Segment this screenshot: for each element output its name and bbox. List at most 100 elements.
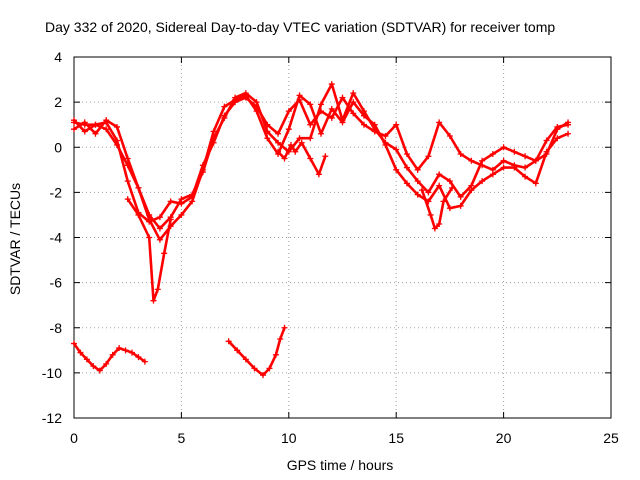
data-point xyxy=(113,123,120,130)
data-point xyxy=(232,96,239,103)
data-point xyxy=(307,155,314,162)
data-point xyxy=(328,81,335,88)
data-point xyxy=(225,338,232,345)
data-point xyxy=(253,99,260,106)
x-tick-label: 25 xyxy=(603,430,619,446)
series-dip-10.5h xyxy=(275,139,329,178)
data-point xyxy=(296,92,303,99)
data-point xyxy=(242,92,249,99)
data-point xyxy=(511,148,518,155)
x-tick-labels: 0 5 10 15 20 25 xyxy=(70,430,619,446)
data-point xyxy=(457,193,464,200)
series-low-arc-0h xyxy=(71,340,148,374)
data-point xyxy=(287,141,294,148)
data-point xyxy=(124,196,131,203)
data-point xyxy=(457,151,464,158)
data-point xyxy=(350,110,357,117)
series-line xyxy=(72,96,570,223)
data-point xyxy=(156,214,163,221)
data-point xyxy=(161,250,168,257)
data-point xyxy=(318,101,325,108)
data-point xyxy=(92,121,99,128)
data-point xyxy=(150,297,157,304)
series-low-arc-7h xyxy=(225,324,288,379)
data-point xyxy=(468,157,475,164)
data-point xyxy=(322,153,329,160)
data-point xyxy=(446,132,453,139)
data-point xyxy=(135,211,142,218)
data-point xyxy=(500,164,507,171)
data-point xyxy=(103,126,110,133)
data-point xyxy=(350,99,357,106)
data-point xyxy=(167,216,174,223)
data-point xyxy=(277,336,284,343)
data-point xyxy=(554,135,561,142)
data-point xyxy=(565,130,572,137)
data-point xyxy=(427,211,434,218)
data-point xyxy=(83,356,90,363)
data-point xyxy=(393,121,400,128)
y-tick-label: 0 xyxy=(54,139,62,155)
data-point xyxy=(210,128,217,135)
data-point xyxy=(565,121,572,128)
data-point xyxy=(124,178,131,185)
series-line xyxy=(276,141,327,176)
data-point xyxy=(403,180,410,187)
data-point xyxy=(307,121,314,128)
data-point xyxy=(156,225,163,232)
data-point xyxy=(266,365,273,372)
data-point xyxy=(141,358,148,365)
data-point xyxy=(242,356,249,363)
data-point xyxy=(298,139,305,146)
series-line xyxy=(420,186,454,230)
data-point xyxy=(479,178,486,185)
data-point xyxy=(446,178,453,185)
data-point xyxy=(543,137,550,144)
x-tick-label: 5 xyxy=(178,430,186,446)
data-point xyxy=(440,198,447,205)
data-point xyxy=(532,180,539,187)
x-tick-label: 15 xyxy=(388,430,404,446)
data-point xyxy=(479,157,486,164)
data-point xyxy=(103,360,110,367)
data-point xyxy=(189,198,196,205)
x-axis-label: GPS time / hours xyxy=(287,457,394,473)
data-point xyxy=(128,349,135,356)
data-point xyxy=(554,123,561,130)
series-line xyxy=(72,342,147,372)
data-point xyxy=(393,146,400,153)
chart-title: Day 332 of 2020, Sidereal Day-to-day VTE… xyxy=(45,19,555,35)
data-point xyxy=(124,155,131,162)
data-point xyxy=(371,121,378,128)
data-point xyxy=(272,351,279,358)
data-point xyxy=(403,164,410,171)
data-point xyxy=(71,117,77,124)
data-point xyxy=(124,162,131,169)
data-point xyxy=(71,340,77,347)
data-point xyxy=(393,166,400,173)
data-point xyxy=(281,155,288,162)
data-point xyxy=(511,164,518,171)
data-point xyxy=(81,119,88,126)
data-point xyxy=(146,234,153,241)
data-point xyxy=(436,220,443,227)
data-point xyxy=(414,178,421,185)
data-point xyxy=(449,184,456,191)
data-point xyxy=(418,187,425,194)
data-point xyxy=(500,157,507,164)
data-point xyxy=(532,157,539,164)
data-point xyxy=(221,114,228,121)
y-tick-label: -4 xyxy=(50,230,63,246)
data-point xyxy=(146,216,153,223)
data-point xyxy=(436,119,443,126)
y-tick-label: -2 xyxy=(50,184,63,200)
data-point xyxy=(414,166,421,173)
data-point xyxy=(489,151,496,158)
data-point xyxy=(154,286,161,293)
data-point xyxy=(90,363,97,370)
data-point xyxy=(221,103,228,110)
data-point xyxy=(522,164,529,171)
data-point xyxy=(500,144,507,151)
data-point xyxy=(92,130,99,137)
axis-ticks xyxy=(73,56,612,419)
